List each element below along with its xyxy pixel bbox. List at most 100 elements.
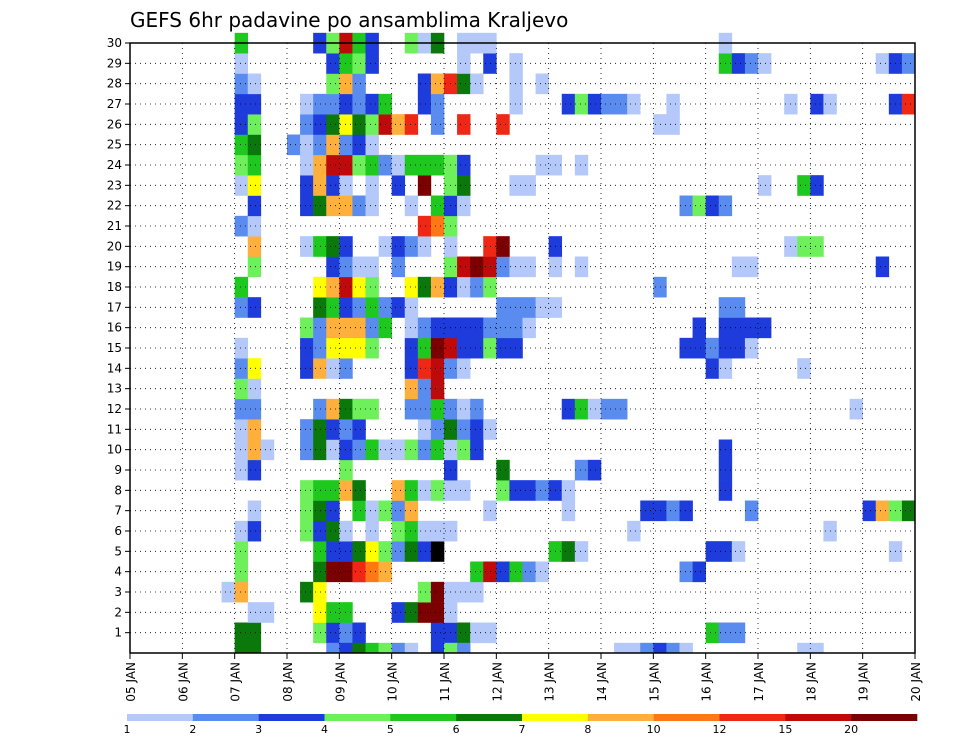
member-8-cell-10: [509, 480, 536, 501]
y-tick-label-1: 1: [114, 626, 122, 640]
bottom-edge-cell-3: [339, 642, 353, 654]
member-1-cell-2: [313, 622, 327, 644]
member-28-cell-0: [234, 73, 249, 95]
member-18-cell-11: [470, 276, 484, 298]
y-tick-label-5: 5: [114, 544, 122, 558]
color-legend: 1 2 3 4 5 6 7 8 10 12 15 20: [124, 714, 918, 736]
member-22-cell-1: [300, 195, 314, 217]
member-5-cell-6: [391, 541, 406, 562]
legend-label-8: 8: [584, 723, 591, 736]
member-8-cell-9: [496, 480, 510, 501]
member-8-cell-8: [444, 480, 471, 501]
member-1-cell-7: [457, 622, 471, 644]
member-15-cell-5: [404, 337, 419, 359]
member-29-cell-5: [457, 53, 471, 74]
y-tick-label-20: 20: [107, 239, 122, 253]
member-18-cell-8: [430, 276, 445, 298]
x-tick-label-4: 09 JAN: [333, 662, 347, 702]
member-23-cell-13: [797, 175, 811, 196]
member-24-cell-6: [365, 154, 379, 176]
member-19-cell-14: [574, 256, 589, 278]
member-1-cell-3: [326, 622, 340, 644]
member-2-cell-6: [430, 602, 445, 623]
x-axis-ticks: 05 JAN 06 JAN 07 JAN 08 JAN 09 JAN 10 JAN 11 J…: [124, 653, 923, 702]
member-23-cell-0: [234, 175, 249, 196]
member-22-cell-9: [457, 195, 471, 217]
member-20-cell-1: [300, 236, 314, 257]
member-19-cell-7: [457, 256, 471, 278]
member-15-cell-11: [496, 337, 523, 359]
y-tick-label-29: 29: [107, 56, 122, 70]
member-25-cell-5: [326, 134, 340, 156]
member-28-cell-4: [352, 73, 366, 95]
member-4-cell-12: [679, 561, 693, 583]
member-19-cell-10: [496, 256, 510, 278]
member-16-cell-0: [300, 317, 314, 339]
member-7-cell-9: [483, 500, 497, 522]
member-9-cell-5: [574, 459, 589, 481]
member-14-cell-5: [339, 358, 353, 379]
y-tick-label-13: 13: [107, 382, 122, 396]
y-tick-label-18: 18: [107, 280, 122, 294]
member-7-cell-2: [313, 500, 327, 522]
x-tick-label-13: 18 JAN: [804, 662, 818, 702]
member-27-cell-0: [234, 93, 262, 115]
bottom-edge-cell-8: [404, 642, 419, 654]
member-3-cell-0: [221, 581, 235, 603]
member-7-cell-5: [365, 500, 379, 522]
member-25-cell-3: [300, 134, 314, 156]
legend-label-6: 6: [453, 723, 460, 736]
member-14-cell-11: [705, 358, 720, 379]
member-5-cell-2: [326, 541, 353, 562]
member-19-cell-11: [509, 256, 523, 278]
member-14-cell-8: [430, 358, 445, 379]
member-3-cell-1: [234, 581, 249, 603]
member-28-cell-9: [470, 73, 484, 95]
member-11-cell-4: [326, 419, 340, 440]
member-6-cell-5: [339, 520, 353, 542]
bottom-edge-cell-12: [614, 642, 641, 654]
chart-title: GEFS 6hr padavine po ansamblima Kraljevo: [130, 8, 568, 32]
member-27-cell-3: [339, 93, 353, 115]
legend-label-10: 10: [647, 723, 661, 736]
legend-swatch-4: [324, 714, 391, 721]
member-14-cell-7: [417, 358, 432, 379]
member-20-cell-7: [404, 236, 419, 257]
legend-label-3: 3: [255, 723, 262, 736]
member-27-cell-4: [352, 93, 366, 115]
member-10-cell-4: [313, 439, 327, 461]
x-tick-label-10: 15 JAN: [647, 662, 661, 702]
member-3-cell-3: [313, 581, 327, 603]
member-28-cell-6: [430, 73, 445, 95]
y-tick-label-12: 12: [107, 402, 122, 416]
member-23-cell-4: [326, 175, 340, 196]
member-14-cell-0: [234, 358, 249, 379]
y-tick-label-2: 2: [114, 605, 122, 619]
legend-swatch-3: [258, 714, 325, 721]
member-6-cell-7: [391, 520, 406, 542]
member-16-cell-2: [326, 317, 366, 339]
member-26-cell-1: [247, 114, 262, 135]
member-5-cell-9: [430, 541, 445, 562]
member-24-cell-1: [247, 154, 262, 176]
member-24-cell-11: [457, 154, 471, 176]
member-19-cell-0: [247, 256, 262, 278]
member-29-cell-9: [731, 53, 746, 74]
member-8-cell-6: [417, 480, 432, 501]
member-10-cell-15: [457, 439, 471, 461]
member-4-cell-10: [522, 561, 536, 583]
member-4-cell-11: [535, 561, 549, 583]
member-24-cell-2: [300, 154, 314, 176]
member-4-cell-8: [496, 561, 510, 583]
member-10-cell-12: [417, 439, 432, 461]
member-26-cell-12: [457, 114, 471, 135]
x-tick-label-2: 07 JAN: [229, 662, 243, 702]
member-7-cell-0: [247, 500, 262, 522]
member-29-cell-11: [758, 53, 772, 74]
bottom-edge-cell-5: [365, 642, 379, 654]
member-13-cell-2: [404, 378, 419, 400]
member-16-cell-7: [430, 317, 445, 339]
member-23-cell-12: [758, 175, 772, 196]
member-11-cell-11: [470, 419, 484, 440]
member-27-cell-20: [901, 93, 916, 115]
